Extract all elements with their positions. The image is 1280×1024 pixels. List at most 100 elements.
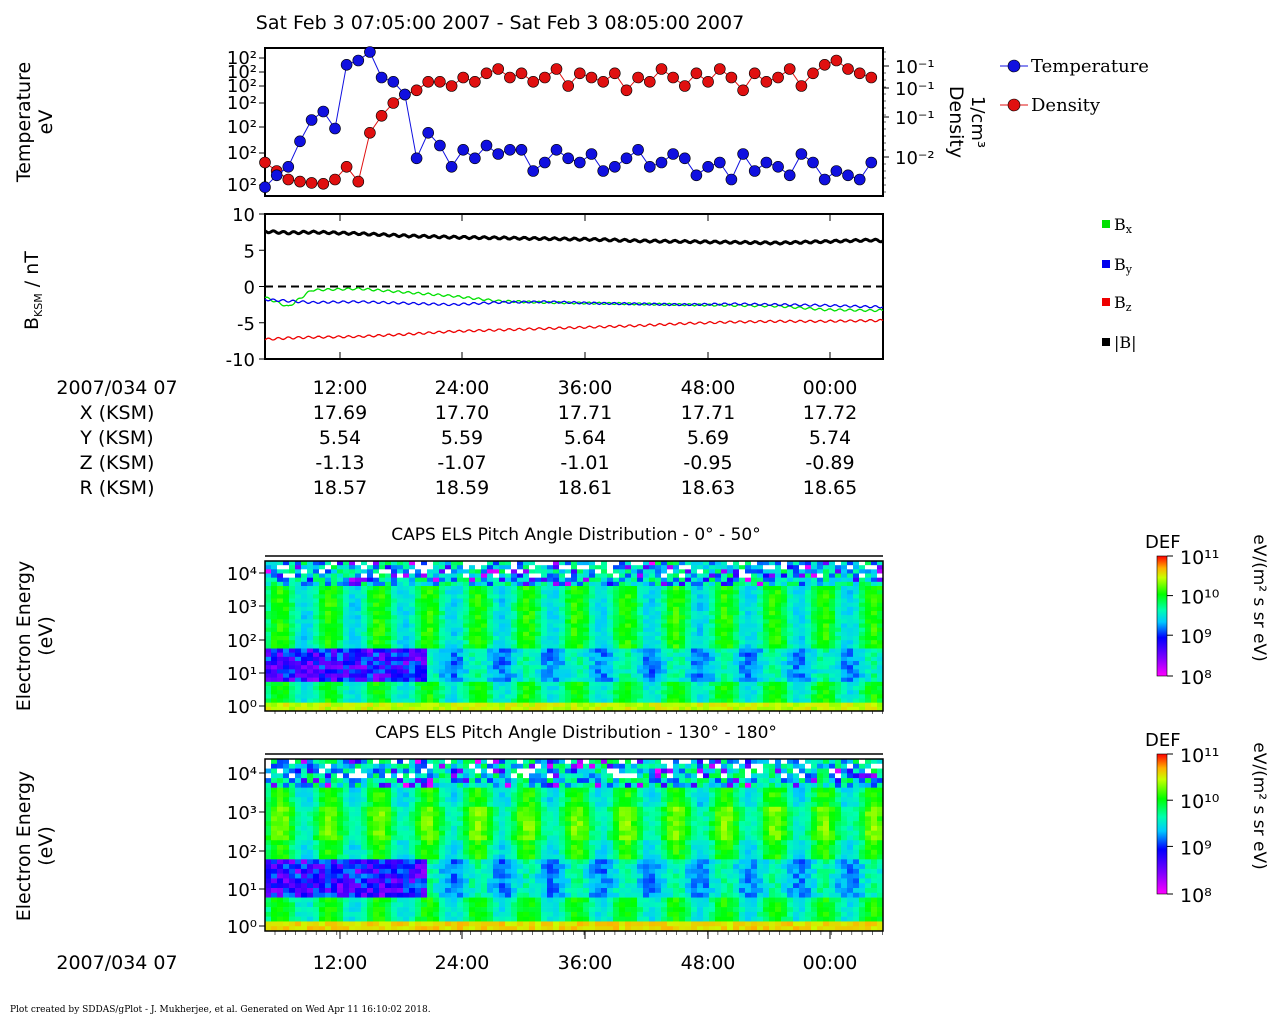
- heatmap-cell: [487, 598, 494, 603]
- heatmap-cell: [421, 907, 428, 913]
- heatmap-cell: [415, 636, 422, 641]
- heatmap-cell: [373, 690, 380, 695]
- heatmap-cell: [361, 816, 368, 822]
- heatmap-cell: [283, 661, 290, 666]
- heatmap-cell: [853, 623, 860, 628]
- heatmap-cell: [301, 854, 308, 860]
- heatmap-cell: [385, 859, 392, 865]
- heatmap-cell: [433, 615, 440, 620]
- heatmap-cell: [877, 690, 884, 695]
- heatmap-cell: [733, 698, 740, 703]
- heatmap-cell: [379, 565, 386, 570]
- heatmap-cell: [715, 673, 722, 678]
- heatmap-cell: [643, 577, 650, 583]
- heatmap-cell: [451, 623, 458, 628]
- heatmap-cell: [793, 652, 800, 658]
- heatmap-cell: [265, 561, 272, 566]
- heatmap-cell: [559, 623, 566, 628]
- heatmap-cell: [853, 669, 860, 674]
- heatmap-cell: [607, 615, 614, 620]
- heatmap-cell: [283, 859, 290, 865]
- heatmap-cell: [427, 811, 434, 817]
- heatmap-cell: [289, 581, 296, 587]
- heatmap-cell: [481, 661, 488, 666]
- heatmap-cell: [373, 816, 380, 822]
- heatmap-cell: [295, 888, 302, 894]
- heatmap-cell: [421, 573, 428, 578]
- heatmap-cell: [535, 611, 542, 616]
- density-tick-label: 10⁻¹: [895, 108, 935, 129]
- heatmap-cell: [385, 782, 392, 788]
- heatmap-cell: [751, 661, 758, 666]
- heatmap-cell: [685, 615, 692, 620]
- heatmap-cell: [295, 569, 302, 574]
- heatmap-cell: [319, 892, 326, 898]
- heatmap-cell: [625, 648, 632, 653]
- heatmap-cell: [307, 845, 314, 851]
- heatmap-cell: [823, 677, 830, 683]
- heatmap-cell: [655, 565, 662, 570]
- heatmap-cell: [721, 623, 728, 628]
- heatmap-cell: [313, 686, 320, 691]
- heatmap-cell: [397, 652, 404, 658]
- heatmap-cell: [595, 615, 602, 620]
- heatmap-cell: [337, 911, 344, 917]
- heatmap-cell: [379, 648, 386, 653]
- heatmap-cell: [811, 702, 818, 708]
- heatmap-cell: [595, 594, 602, 599]
- heatmap-cell: [337, 673, 344, 678]
- heatmap-cell: [811, 677, 818, 683]
- heatmap-cell: [349, 656, 356, 662]
- heatmap-cell: [715, 561, 722, 566]
- heatmap-cell: [373, 845, 380, 851]
- heatmap-cell: [361, 773, 368, 779]
- heatmap-cell: [757, 623, 764, 628]
- heatmap-cell: [445, 702, 452, 708]
- heatmap-cell: [457, 648, 464, 653]
- heatmap-cell: [481, 623, 488, 628]
- point-density: [364, 127, 376, 139]
- heatmap-cell: [511, 640, 518, 645]
- heatmap-cell: [451, 619, 458, 624]
- heatmap-cell: [403, 806, 410, 812]
- heatmap-cell: [841, 590, 848, 595]
- heatmap-cell: [613, 606, 620, 612]
- heatmap-cell: [775, 565, 782, 570]
- heatmap-cell: [277, 806, 284, 812]
- heatmap-cell: [361, 598, 368, 603]
- heatmap-cell: [379, 652, 386, 658]
- heatmap-cell: [265, 690, 272, 695]
- point-temperature: [387, 76, 400, 88]
- heatmap-cell: [835, 648, 842, 653]
- heatmap-cell: [757, 627, 764, 633]
- heatmap-cell: [301, 569, 308, 574]
- heatmap-cell: [337, 706, 344, 712]
- point-temperature: [317, 105, 330, 118]
- point-temperature: [550, 144, 563, 156]
- heatmap-cell: [781, 573, 788, 578]
- heatmap-cell: [379, 594, 386, 599]
- heatmap-cell: [337, 644, 344, 649]
- heatmap-cell: [385, 802, 392, 808]
- heatmap-cell: [631, 606, 638, 612]
- heatmap-cell: [805, 602, 812, 608]
- heatmap-cell: [361, 778, 368, 784]
- heatmap-cell: [529, 706, 536, 712]
- heatmap-cell: [451, 565, 458, 570]
- heatmap-cell: [289, 636, 296, 641]
- heatmap-cell: [817, 669, 824, 674]
- heatmap-cell: [541, 627, 548, 633]
- heatmap-cell: [583, 606, 590, 612]
- heatmap-cell: [841, 594, 848, 599]
- heatmap-cell: [541, 590, 548, 595]
- heatmap-cell: [517, 586, 524, 591]
- heatmap-cell: [295, 606, 302, 612]
- heatmap-cell: [319, 816, 326, 822]
- heatmap-cell: [385, 669, 392, 674]
- heatmap-cell: [397, 911, 404, 917]
- heatmap-cell: [271, 849, 278, 855]
- heatmap-cell: [289, 845, 296, 851]
- heatmap-cell: [661, 586, 668, 591]
- heatmap-cell: [337, 598, 344, 603]
- heatmap-cell: [823, 561, 830, 566]
